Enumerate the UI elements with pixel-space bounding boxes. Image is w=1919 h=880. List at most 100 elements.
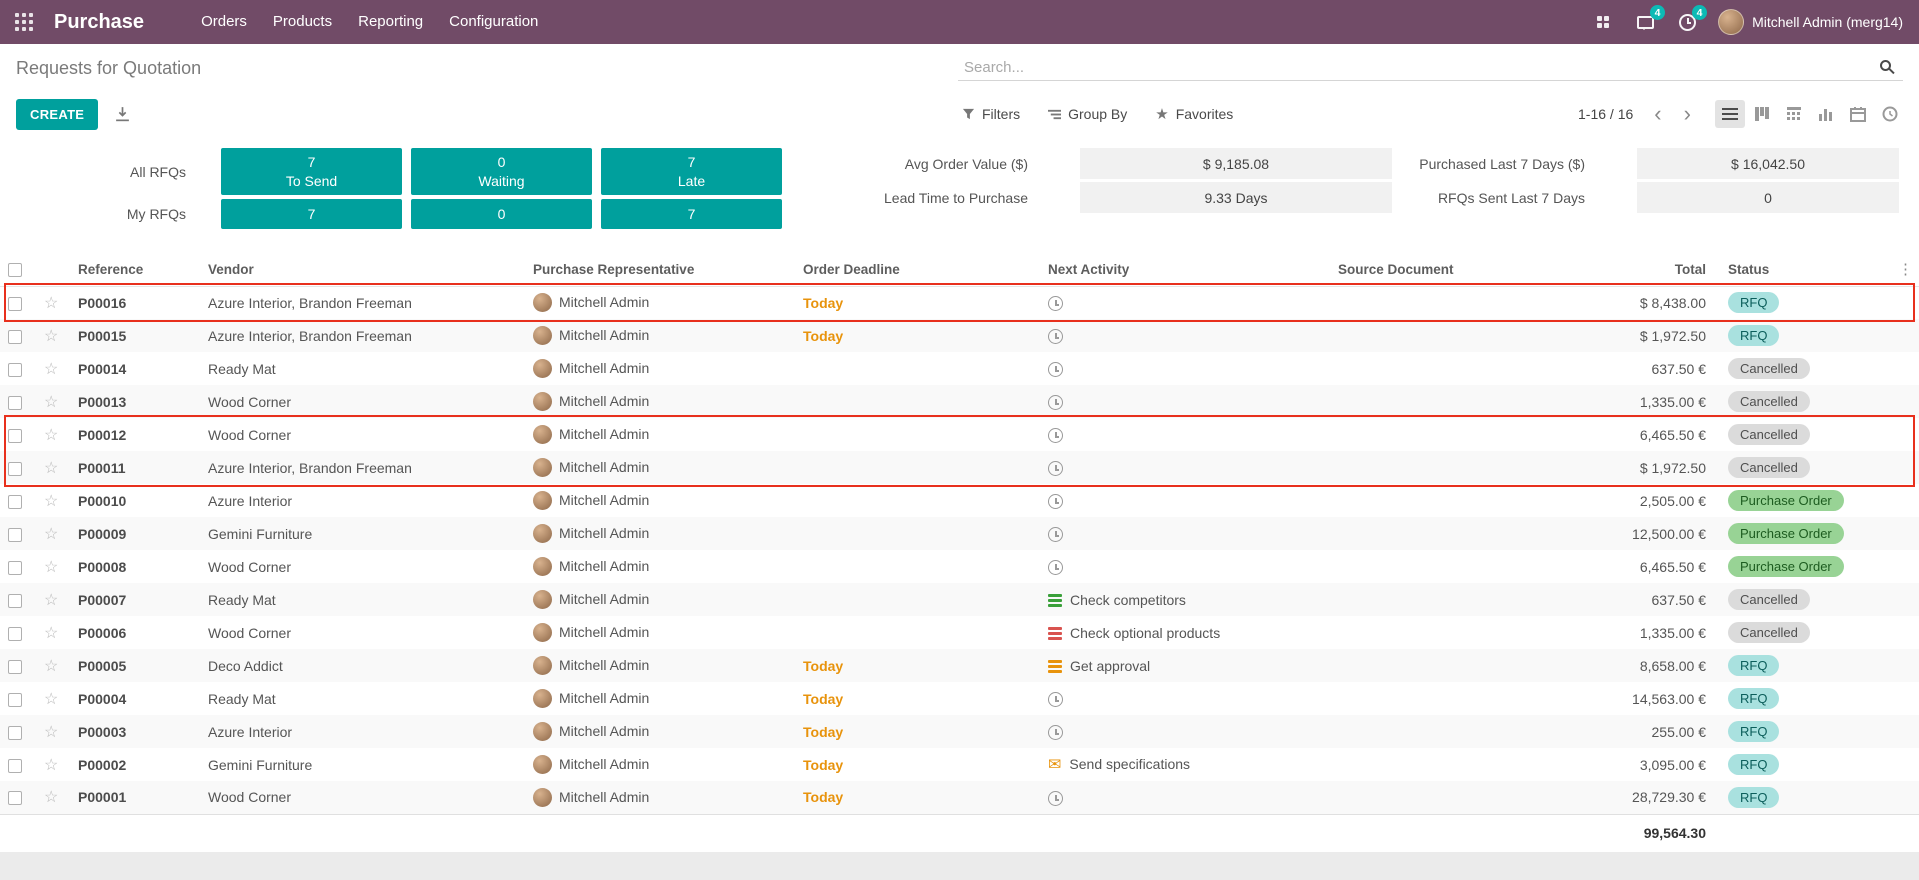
table-row[interactable]: ☆ P00006 Wood Corner Mitchell Admin Check op… (0, 616, 1919, 649)
activity-label[interactable]: Get approval (1070, 657, 1151, 674)
row-checkbox[interactable] (8, 494, 22, 509)
activity-clock-icon[interactable] (1048, 460, 1063, 476)
favorite-star-icon[interactable]: ☆ (44, 558, 59, 576)
table-row[interactable]: ☆ P00013 Wood Corner Mitchell Admin 1,335.00… (0, 385, 1919, 418)
activity-type-icon[interactable] (1048, 627, 1062, 641)
table-row[interactable]: ☆ P00004 Ready Mat Mitchell Admin Today 14,56… (0, 682, 1919, 715)
create-button[interactable]: CREATE (16, 98, 99, 130)
activity-clock-icon[interactable] (1048, 328, 1063, 344)
header-source-document[interactable]: Source Document (1330, 254, 1560, 287)
activity-clock-icon[interactable] (1048, 559, 1063, 575)
row-checkbox[interactable] (8, 659, 22, 674)
table-row[interactable]: ☆ P00002 Gemini Furniture Mitchell Admin Tod… (0, 748, 1919, 781)
row-checkbox[interactable] (8, 692, 22, 707)
pager-previous-button[interactable]: ‹ (1654, 101, 1662, 126)
table-row[interactable]: ☆ P00003 Azure Interior Mitchell Admin Today… (0, 715, 1919, 748)
table-row[interactable]: ☆ P00001 Wood Corner Mitchell Admin Today 28,… (0, 781, 1919, 814)
dash-button-my-to-send[interactable]: 7 (221, 199, 402, 229)
row-checkbox[interactable] (8, 428, 22, 443)
table-row[interactable]: ☆ P00009 Gemini Furniture Mitchell Admin 12,… (0, 517, 1919, 550)
row-checkbox[interactable] (8, 593, 22, 608)
column-options-icon[interactable]: ⋮ (1898, 261, 1913, 278)
favorite-star-icon[interactable]: ☆ (44, 492, 59, 510)
favorite-star-icon[interactable]: ☆ (44, 756, 59, 774)
activity-clock-icon[interactable] (1048, 691, 1063, 707)
table-row[interactable]: ☆ P00016 Azure Interior, Brandon Freeman Mi… (0, 286, 1919, 319)
view-activity-button[interactable] (1875, 100, 1905, 128)
activity-label[interactable]: Check competitors (1070, 591, 1186, 608)
activity-label[interactable]: Check optional products (1070, 624, 1221, 641)
favorite-star-icon[interactable]: ☆ (44, 360, 59, 378)
favorite-star-icon[interactable]: ☆ (44, 657, 59, 675)
menu-orders[interactable]: Orders (201, 13, 247, 30)
header-order-deadline[interactable]: Order Deadline (795, 254, 1040, 287)
dash-button-my-waiting[interactable]: 0 (411, 199, 592, 229)
table-row[interactable]: ☆ P00007 Ready Mat Mitchell Admin Check comp… (0, 583, 1919, 616)
favorite-star-icon[interactable]: ☆ (44, 294, 59, 312)
activity-clock-icon[interactable] (1048, 427, 1063, 443)
activity-clock-icon[interactable] (1048, 493, 1063, 509)
view-calendar-button[interactable] (1843, 100, 1873, 128)
favorite-star-icon[interactable]: ☆ (44, 393, 59, 411)
breadcrumb[interactable]: Requests for Quotation (16, 57, 202, 78)
view-graph-button[interactable] (1811, 100, 1841, 128)
table-row[interactable]: ☆ P00015 Azure Interior, Brandon Freeman Mi… (0, 319, 1919, 352)
header-reference[interactable]: Reference (70, 254, 200, 287)
favorite-star-icon[interactable]: ☆ (44, 426, 59, 444)
envelope-icon[interactable]: ✉ (1048, 756, 1062, 774)
table-row[interactable]: ☆ P00008 Wood Corner Mitchell Admin 6,465.50… (0, 550, 1919, 583)
menu-products[interactable]: Products (272, 13, 333, 30)
header-next-activity[interactable]: Next Activity (1040, 254, 1330, 287)
row-checkbox[interactable] (8, 758, 22, 773)
table-row[interactable]: ☆ P00010 Azure Interior Mitchell Admin 2,505… (0, 484, 1919, 517)
row-checkbox[interactable] (8, 296, 22, 311)
table-row[interactable]: ☆ P00014 Ready Mat Mitchell Admin 637.50 € Ca… (0, 352, 1919, 385)
row-checkbox[interactable] (8, 560, 22, 575)
app-title[interactable]: Purchase (54, 10, 145, 33)
activity-clock-icon[interactable] (1048, 724, 1063, 740)
activity-clock-icon[interactable] (1048, 526, 1063, 542)
pager-next-button[interactable]: › (1683, 101, 1691, 126)
header-purchase-representative[interactable]: Purchase Representative (525, 254, 795, 287)
menu-reporting[interactable]: Reporting (358, 13, 424, 30)
activity-clock-icon[interactable] (1048, 790, 1063, 806)
activity-label[interactable]: Send specifications (1069, 755, 1191, 772)
dash-button-late[interactable]: 7 Late (601, 148, 782, 195)
row-checkbox[interactable] (8, 461, 22, 476)
activity-clock-icon[interactable] (1048, 296, 1063, 312)
row-checkbox[interactable] (8, 395, 22, 410)
favorite-star-icon[interactable]: ☆ (44, 327, 59, 345)
header-vendor[interactable]: Vendor (200, 254, 525, 287)
search-icon[interactable] (1880, 60, 1891, 71)
favorites-button[interactable]: ★ Favorites (1155, 105, 1233, 123)
favorite-star-icon[interactable]: ☆ (44, 723, 59, 741)
table-row[interactable]: ☆ P00005 Deco Addict Mitchell Admin Today Get… (0, 649, 1919, 682)
activity-type-icon[interactable] (1048, 594, 1062, 608)
activity-type-icon[interactable] (1048, 660, 1062, 674)
row-checkbox[interactable] (8, 329, 22, 344)
favorite-star-icon[interactable]: ☆ (44, 525, 59, 543)
view-kanban-button[interactable] (1747, 100, 1777, 128)
systray-icon[interactable] (1592, 11, 1614, 33)
row-checkbox[interactable] (8, 791, 22, 806)
user-menu[interactable]: Mitchell Admin (merg14) (1718, 9, 1903, 35)
apps-menu-button[interactable] (0, 0, 48, 44)
header-status[interactable]: Status ⋮ (1720, 254, 1919, 287)
filters-button[interactable]: Filters (962, 106, 1020, 122)
favorite-star-icon[interactable]: ☆ (44, 459, 59, 477)
table-row[interactable]: ☆ P00012 Wood Corner Mitchell Admin 6,465.50… (0, 418, 1919, 451)
group-by-button[interactable]: Group By (1048, 106, 1127, 122)
header-total[interactable]: Total (1560, 254, 1720, 287)
activity-clock-icon[interactable] (1048, 361, 1063, 377)
dash-button-waiting[interactable]: 0 Waiting (411, 148, 592, 195)
row-checkbox[interactable] (8, 362, 22, 377)
menu-configuration[interactable]: Configuration (449, 13, 539, 30)
activities-icon[interactable]: 4 (1676, 5, 1708, 33)
row-checkbox[interactable] (8, 626, 22, 641)
messages-icon[interactable]: 4 (1634, 5, 1666, 33)
export-download-icon[interactable] (114, 106, 131, 123)
table-row[interactable]: ☆ P00011 Azure Interior, Brandon Freeman Mi… (0, 451, 1919, 484)
view-list-button[interactable] (1715, 100, 1745, 128)
row-checkbox[interactable] (8, 527, 22, 542)
dash-button-to-send[interactable]: 7 To Send (221, 148, 402, 195)
